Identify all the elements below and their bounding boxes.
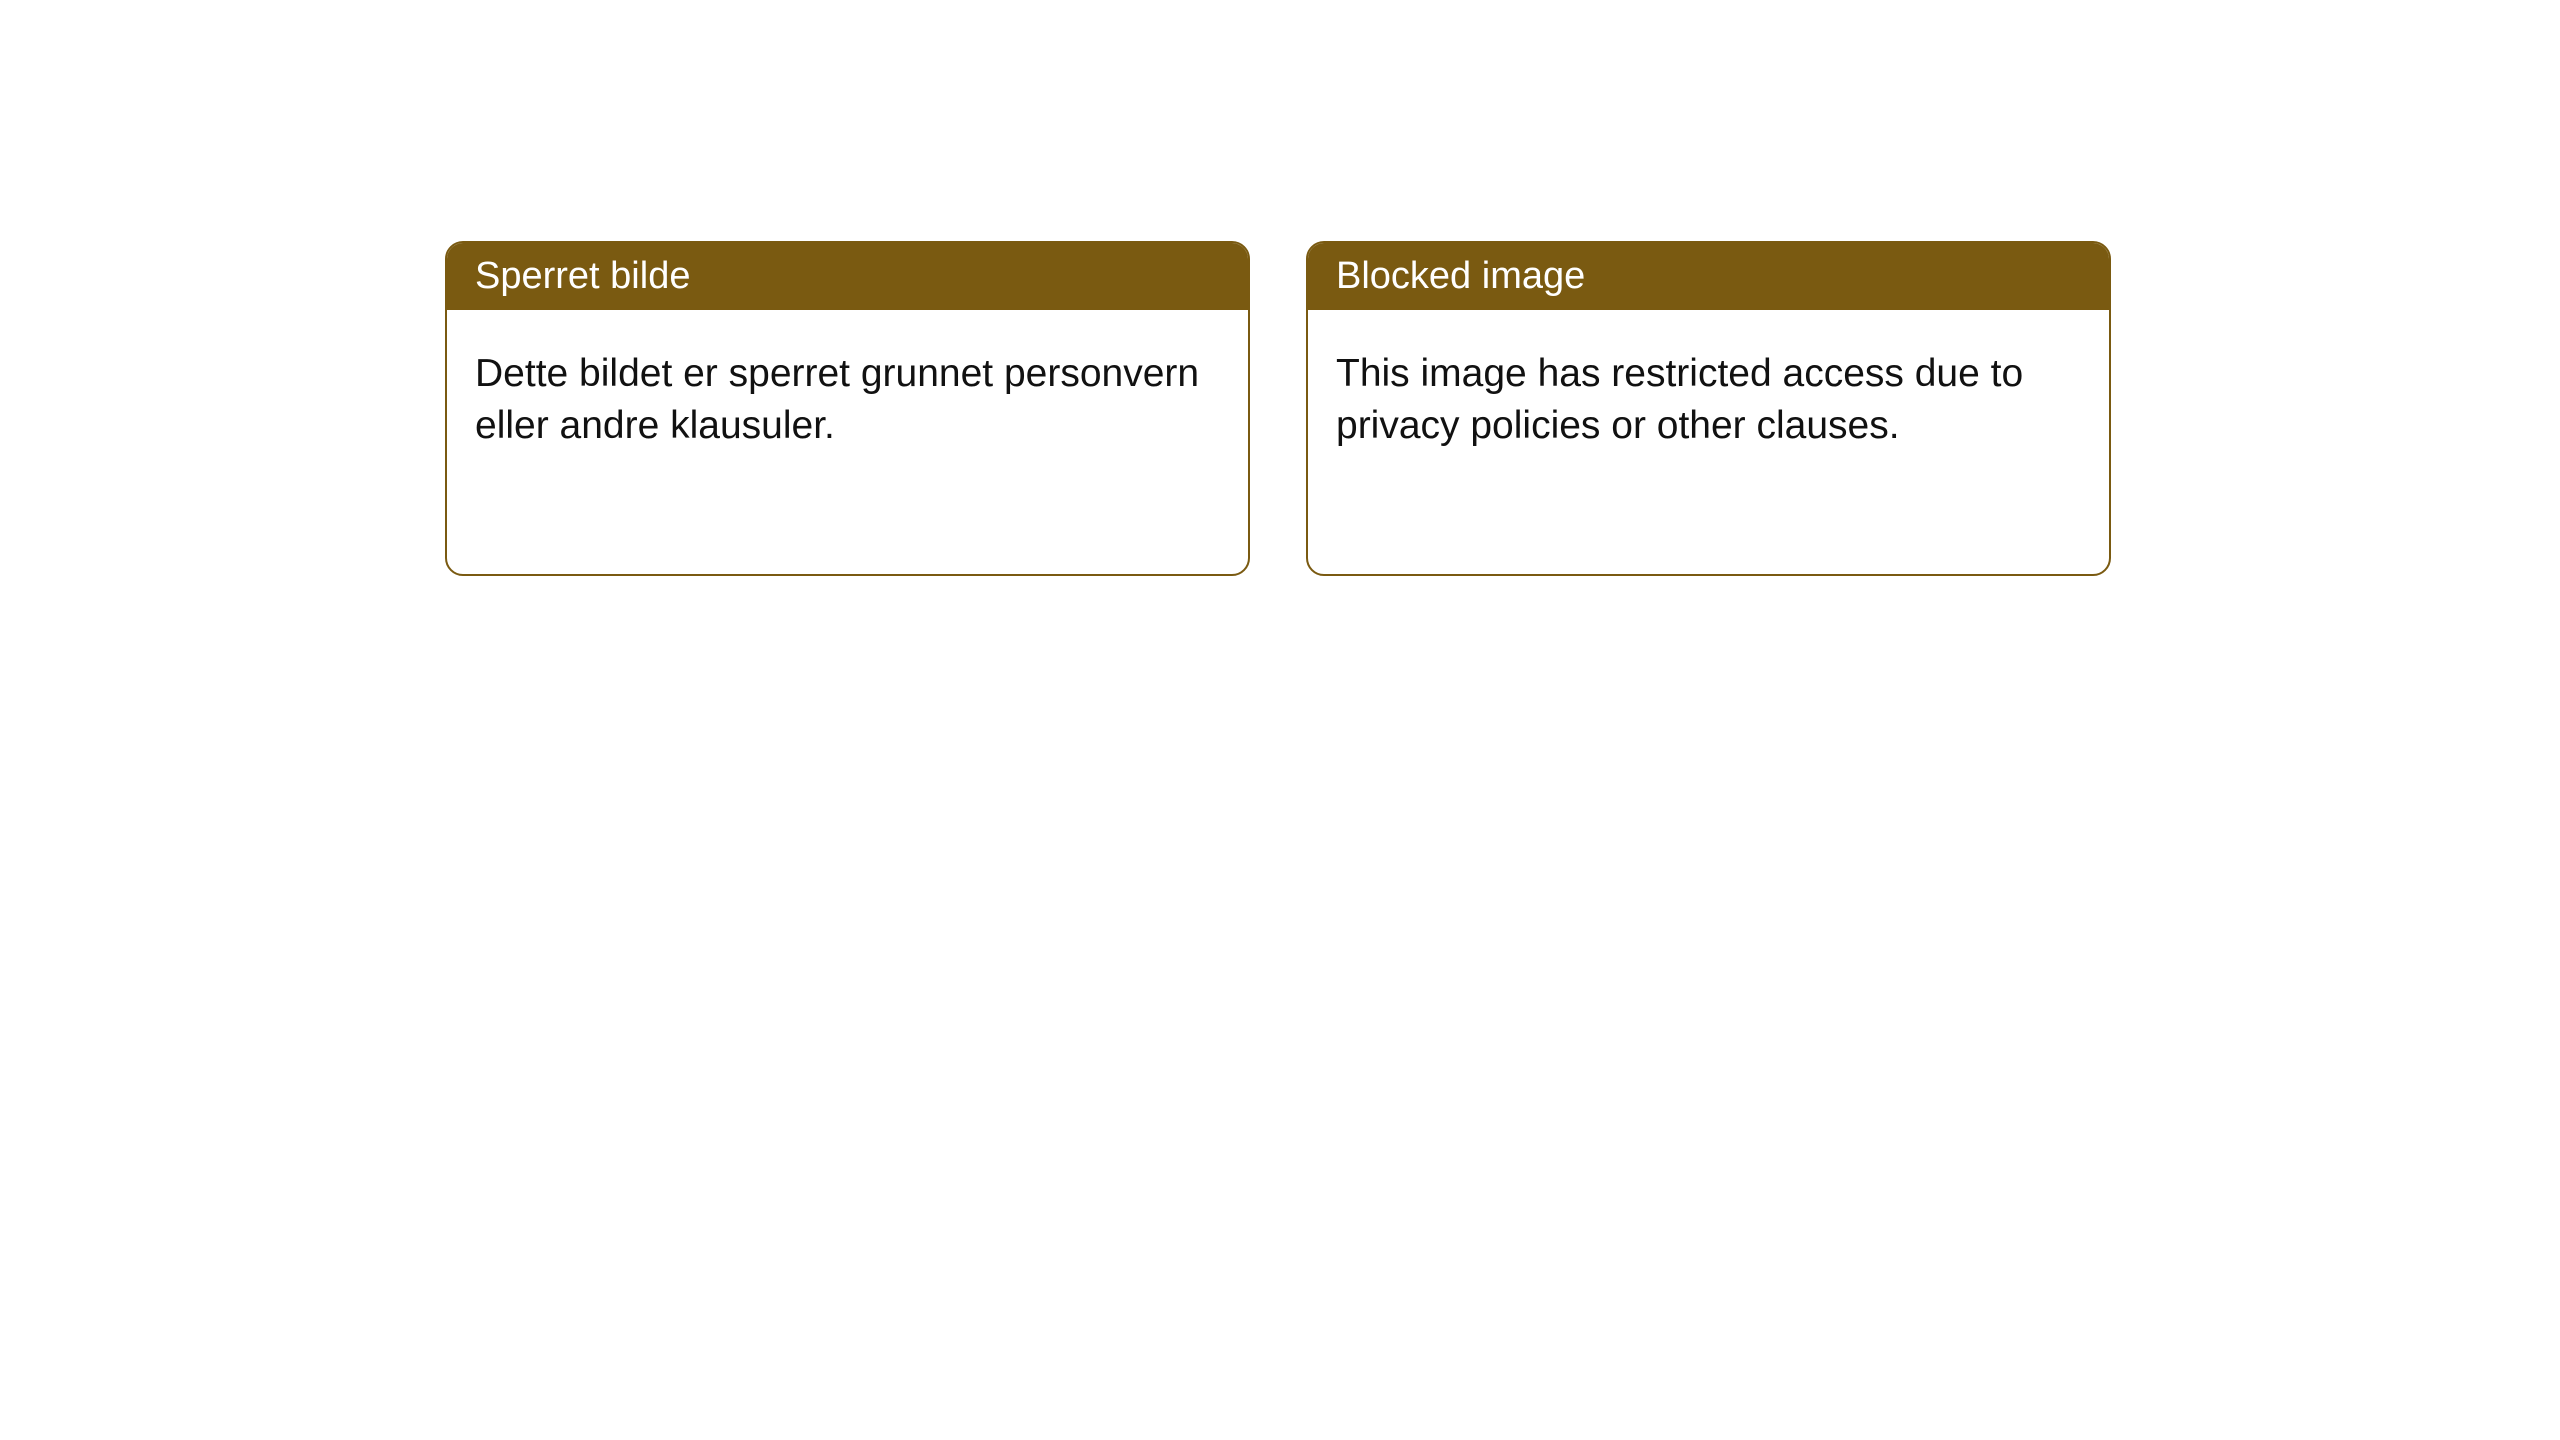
notice-box-english: Blocked image This image has restricted … [1306,241,2111,576]
notice-container: Sperret bilde Dette bildet er sperret gr… [445,241,2111,576]
notice-title-norwegian: Sperret bilde [447,243,1248,310]
notice-body-norwegian: Dette bildet er sperret grunnet personve… [447,310,1248,490]
notice-title-english: Blocked image [1308,243,2109,310]
notice-body-english: This image has restricted access due to … [1308,310,2109,490]
notice-box-norwegian: Sperret bilde Dette bildet er sperret gr… [445,241,1250,576]
